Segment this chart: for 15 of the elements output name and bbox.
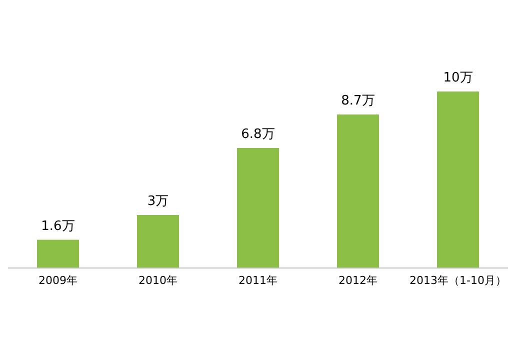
data-label: 1.6万 [41,218,75,234]
data-label: 8.7万 [341,93,375,108]
data-label: 10万 [443,70,473,86]
bar [137,215,179,268]
data-label: 6.8万 [241,127,275,142]
x-tick-label: 2013年（1-10月） [410,274,506,287]
x-tick-label: 2010年 [138,274,178,287]
bar [237,148,279,268]
bar [437,92,479,268]
x-tick-label: 2011年 [238,274,278,287]
x-tick-label: 2009年 [38,274,78,287]
x-tick-label: 2012年 [338,274,378,287]
bar [37,240,79,268]
bar [337,114,379,268]
data-label: 3万 [147,194,169,210]
